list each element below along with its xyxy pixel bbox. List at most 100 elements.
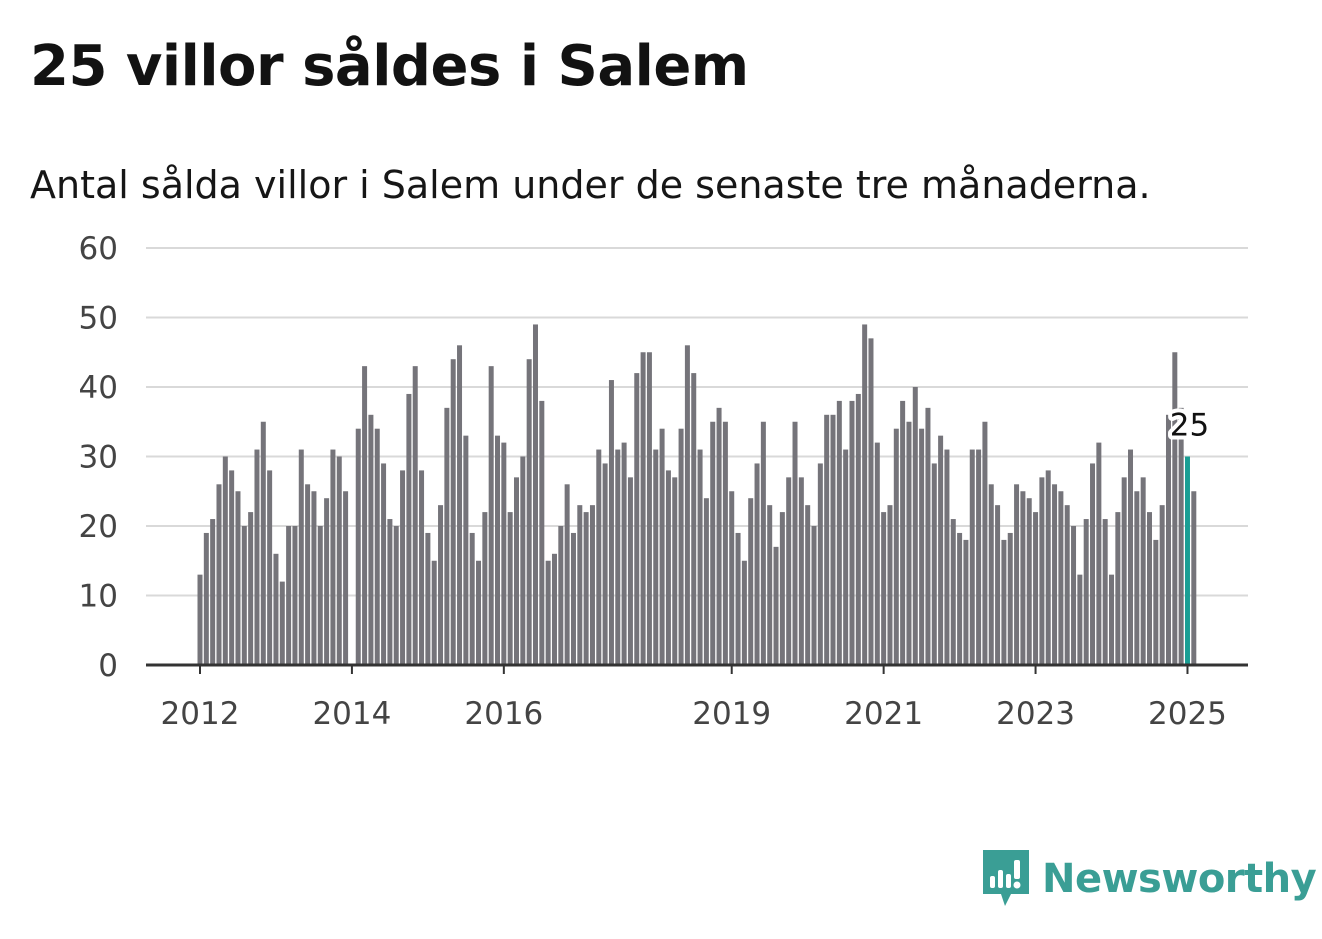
bar bbox=[526, 359, 532, 665]
bar bbox=[1096, 442, 1102, 665]
bar bbox=[596, 449, 602, 665]
bar bbox=[1014, 484, 1020, 665]
bar bbox=[608, 380, 614, 665]
bar bbox=[691, 373, 697, 665]
bar bbox=[976, 449, 982, 665]
bar bbox=[520, 456, 526, 665]
bar bbox=[735, 532, 741, 665]
bar bbox=[665, 470, 671, 665]
bar bbox=[957, 532, 963, 665]
bar bbox=[672, 477, 678, 665]
bar bbox=[950, 519, 956, 665]
bar bbox=[248, 512, 254, 665]
bar bbox=[830, 414, 836, 665]
bar bbox=[1165, 414, 1171, 665]
bar bbox=[786, 477, 792, 665]
newsworthy-logo: Newsworthy bbox=[980, 848, 1317, 910]
x-tick-label: 2014 bbox=[312, 696, 391, 732]
bar bbox=[1134, 491, 1140, 665]
chart-title: 25 villor såldes i Salem bbox=[30, 34, 749, 99]
labels: 0 10 20 30 40 50 60 2012 2014 2016 2019 2021 2023 202… bbox=[79, 231, 1227, 732]
bar bbox=[1178, 407, 1184, 665]
bar bbox=[919, 428, 925, 665]
bar bbox=[450, 359, 456, 665]
bar bbox=[343, 491, 349, 665]
bar bbox=[1191, 491, 1197, 665]
bar bbox=[900, 400, 906, 665]
bar bbox=[1020, 491, 1026, 665]
bar bbox=[1077, 574, 1083, 665]
bar bbox=[722, 421, 728, 665]
bar bbox=[817, 463, 823, 665]
bar bbox=[254, 449, 260, 665]
bar bbox=[438, 505, 444, 665]
bars bbox=[197, 324, 1197, 665]
bar bbox=[621, 442, 627, 665]
bar bbox=[912, 387, 918, 665]
y-tick-label: 20 bbox=[79, 509, 118, 545]
bar bbox=[1090, 463, 1096, 665]
bar bbox=[564, 484, 570, 665]
bar bbox=[324, 498, 330, 665]
bar bbox=[273, 553, 279, 665]
bar bbox=[501, 442, 507, 665]
bar bbox=[1039, 477, 1045, 665]
bar bbox=[374, 428, 380, 665]
bar bbox=[286, 526, 292, 665]
bar bbox=[729, 491, 735, 665]
bar bbox=[476, 560, 482, 665]
bar bbox=[507, 512, 513, 665]
bar bbox=[849, 400, 855, 665]
bar bbox=[1140, 477, 1146, 665]
bar bbox=[615, 449, 621, 665]
bar bbox=[1058, 491, 1064, 665]
x-tick-label: 2023 bbox=[996, 696, 1075, 732]
bar bbox=[754, 463, 760, 665]
newsworthy-logo-icon bbox=[983, 850, 1029, 906]
x-tick-label: 2021 bbox=[844, 696, 923, 732]
bar bbox=[646, 352, 652, 665]
bar bbox=[969, 449, 975, 665]
bar bbox=[203, 532, 209, 665]
bar bbox=[406, 393, 412, 665]
bar bbox=[229, 470, 235, 665]
bar bbox=[716, 407, 722, 665]
bar bbox=[995, 505, 1001, 665]
bar bbox=[1153, 539, 1159, 665]
bar bbox=[457, 345, 463, 665]
bar bbox=[570, 532, 576, 665]
bar bbox=[317, 526, 323, 665]
bar bbox=[1064, 505, 1070, 665]
annotation-label: 25 bbox=[1170, 408, 1209, 444]
bar bbox=[1109, 574, 1115, 665]
bar bbox=[1007, 532, 1013, 665]
bar bbox=[381, 463, 387, 665]
bar bbox=[824, 414, 830, 665]
bar bbox=[906, 421, 912, 665]
bar bbox=[305, 484, 311, 665]
bar bbox=[387, 519, 393, 665]
bar-highlight bbox=[1184, 456, 1190, 665]
bar bbox=[577, 505, 583, 665]
bar bbox=[684, 345, 690, 665]
bar bbox=[514, 477, 519, 665]
bar bbox=[773, 546, 779, 665]
bar bbox=[279, 581, 285, 665]
bar bbox=[640, 352, 646, 665]
bar bbox=[298, 449, 304, 665]
bar bbox=[222, 456, 228, 665]
bar bbox=[678, 428, 684, 665]
bar bbox=[634, 373, 640, 665]
bar bbox=[843, 449, 849, 665]
bar bbox=[532, 324, 538, 665]
bar bbox=[488, 366, 494, 665]
bar bbox=[1026, 498, 1032, 665]
bar bbox=[988, 484, 994, 665]
bar bbox=[741, 560, 747, 665]
bar bbox=[963, 539, 969, 665]
bar bbox=[551, 553, 557, 665]
y-tick-label: 0 bbox=[98, 648, 118, 684]
x-tick-label: 2019 bbox=[692, 696, 771, 732]
bar bbox=[938, 435, 944, 665]
bar bbox=[1147, 512, 1152, 665]
